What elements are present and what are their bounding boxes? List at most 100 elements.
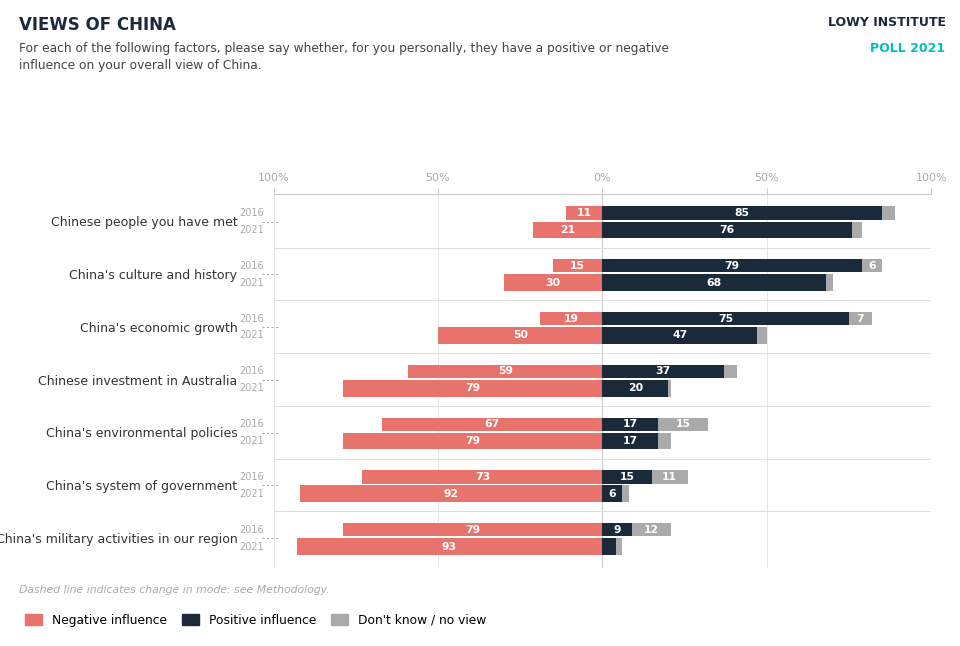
Bar — [602, 470, 652, 483]
Bar — [602, 380, 668, 397]
Text: 6: 6 — [609, 489, 616, 499]
Legend: Negative influence, Positive influence, Don't know / no view: Negative influence, Positive influence, … — [25, 614, 486, 627]
Text: VIEWS OF CHINA: VIEWS OF CHINA — [19, 16, 176, 34]
Text: 17: 17 — [623, 419, 637, 429]
Text: 73: 73 — [475, 472, 490, 482]
Bar — [659, 417, 708, 431]
Bar — [300, 485, 602, 502]
Text: 79: 79 — [465, 525, 480, 535]
Text: 37: 37 — [656, 366, 671, 377]
Text: 17: 17 — [623, 436, 637, 446]
Text: China's system of government: China's system of government — [46, 480, 237, 493]
Text: 2021: 2021 — [239, 331, 264, 340]
Bar — [615, 538, 622, 555]
Text: 11: 11 — [662, 472, 678, 482]
Text: 79: 79 — [465, 383, 480, 393]
Bar — [504, 275, 602, 291]
Text: For each of the following factors, please say whether, for you personally, they : For each of the following factors, pleas… — [19, 42, 669, 72]
Text: 2016: 2016 — [239, 525, 264, 535]
Text: 75: 75 — [718, 313, 733, 324]
Bar — [297, 538, 602, 555]
Text: 2021: 2021 — [239, 278, 264, 287]
Text: 15: 15 — [570, 261, 586, 271]
Bar — [553, 259, 602, 273]
Bar — [862, 259, 882, 273]
Bar — [540, 312, 602, 325]
Text: China's culture and history: China's culture and history — [69, 269, 237, 282]
Bar — [602, 538, 615, 555]
Text: 7: 7 — [856, 313, 864, 324]
Bar — [602, 417, 659, 431]
Text: 68: 68 — [707, 278, 722, 287]
Text: 2016: 2016 — [239, 472, 264, 482]
Bar — [849, 312, 872, 325]
Text: 2021: 2021 — [239, 489, 264, 499]
Text: 19: 19 — [564, 313, 579, 324]
Bar — [343, 433, 602, 450]
Text: 93: 93 — [442, 541, 457, 552]
Text: China's military activities in our region: China's military activities in our regio… — [0, 533, 237, 546]
Text: 6: 6 — [868, 261, 876, 271]
Text: China's economic growth: China's economic growth — [80, 322, 237, 335]
Text: 11: 11 — [577, 208, 591, 218]
Bar — [382, 417, 602, 431]
Text: LOWY INSTITUTE: LOWY INSTITUTE — [828, 16, 946, 29]
Bar — [566, 207, 602, 220]
Bar — [882, 207, 895, 220]
Bar — [602, 275, 826, 291]
Text: 2021: 2021 — [239, 225, 264, 235]
Text: 2016: 2016 — [239, 419, 264, 429]
Text: POLL 2021: POLL 2021 — [871, 42, 946, 55]
Text: 47: 47 — [672, 331, 687, 340]
Bar — [343, 380, 602, 397]
Text: 2021: 2021 — [239, 436, 264, 446]
Text: 21: 21 — [561, 225, 575, 235]
Text: 2021: 2021 — [239, 383, 264, 393]
Text: 9: 9 — [613, 525, 621, 535]
Bar — [602, 312, 849, 325]
Bar — [756, 327, 767, 344]
Text: 15: 15 — [619, 472, 635, 482]
Bar — [438, 327, 602, 344]
Bar — [659, 433, 671, 450]
Text: 2016: 2016 — [239, 208, 264, 218]
Bar — [602, 523, 632, 536]
Text: Chinese investment in Australia: Chinese investment in Australia — [38, 375, 237, 388]
Text: 12: 12 — [644, 525, 660, 535]
Text: 85: 85 — [734, 208, 750, 218]
Text: 30: 30 — [545, 278, 561, 287]
Text: 79: 79 — [465, 436, 480, 446]
Bar — [852, 222, 862, 238]
Bar — [343, 523, 602, 536]
Text: 59: 59 — [498, 366, 513, 377]
Bar — [534, 222, 602, 238]
Text: Dashed line indicates change in mode: see Methodology.: Dashed line indicates change in mode: se… — [19, 585, 330, 594]
Text: Chinese people you have met: Chinese people you have met — [51, 216, 237, 229]
Text: 2016: 2016 — [239, 366, 264, 377]
Bar — [362, 470, 602, 483]
Text: 2016: 2016 — [239, 261, 264, 271]
Text: 2016: 2016 — [239, 313, 264, 324]
Text: 92: 92 — [444, 489, 459, 499]
Bar — [622, 485, 629, 502]
Bar — [652, 470, 688, 483]
Bar — [602, 365, 724, 378]
Bar — [602, 259, 862, 273]
Bar — [602, 207, 882, 220]
Bar — [602, 433, 659, 450]
Text: 50: 50 — [513, 331, 528, 340]
Bar — [724, 365, 737, 378]
Bar — [602, 222, 852, 238]
Bar — [408, 365, 602, 378]
Text: 79: 79 — [725, 261, 740, 271]
Bar — [826, 275, 832, 291]
Text: China's environmental policies: China's environmental policies — [46, 428, 237, 441]
Text: 20: 20 — [628, 383, 643, 393]
Bar — [632, 523, 671, 536]
Bar — [602, 485, 622, 502]
Bar — [668, 380, 671, 397]
Bar — [602, 327, 756, 344]
Text: 67: 67 — [485, 419, 500, 429]
Text: 2021: 2021 — [239, 541, 264, 552]
Text: 76: 76 — [720, 225, 735, 235]
